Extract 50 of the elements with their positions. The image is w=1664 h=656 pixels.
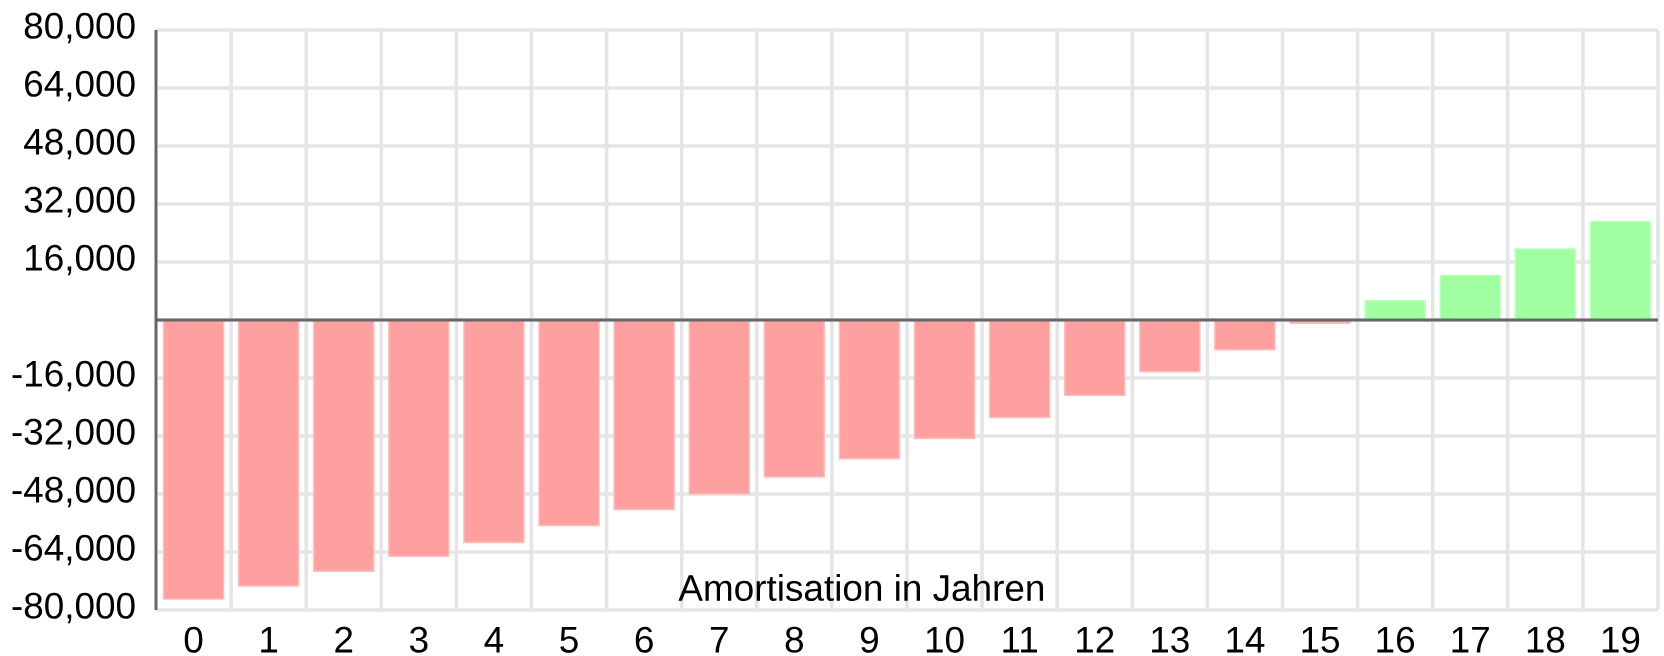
y-tick-label: -48,000 bbox=[12, 476, 135, 508]
x-tick-label: 7 bbox=[710, 627, 728, 653]
x-tick-label: 6 bbox=[635, 626, 653, 653]
bar bbox=[1063, 319, 1126, 397]
bar bbox=[838, 319, 901, 460]
x-tick-label: 11 bbox=[1003, 627, 1037, 653]
x-tick-label: 9 bbox=[860, 626, 878, 653]
x-tick-label: 19 bbox=[1602, 626, 1640, 653]
bar bbox=[1139, 319, 1201, 373]
x-tick-label: 4 bbox=[484, 627, 504, 653]
y-tick-label: -16,000 bbox=[12, 360, 135, 392]
bar bbox=[162, 319, 225, 600]
x-tick-label: 8 bbox=[785, 626, 803, 653]
x-axis-title: Amortisation in Jahren bbox=[678, 573, 1044, 602]
y-tick-label: 80,000 bbox=[24, 12, 135, 44]
y-tick-label: -80,000 bbox=[12, 592, 135, 624]
bar bbox=[463, 319, 525, 544]
x-tick-label: 12 bbox=[1077, 626, 1114, 653]
bar bbox=[688, 319, 750, 495]
y-tick-label: -64,000 bbox=[12, 534, 135, 566]
bar bbox=[538, 319, 600, 527]
y-tick-label: 16,000 bbox=[26, 244, 135, 276]
x-tick-label: 10 bbox=[926, 626, 964, 653]
y-tick-label: 48,000 bbox=[24, 128, 135, 160]
bar bbox=[763, 319, 826, 478]
y-tick-label: -32,000 bbox=[12, 418, 135, 450]
x-tick-label: 3 bbox=[409, 626, 428, 653]
bar bbox=[1364, 300, 1426, 321]
bar bbox=[913, 319, 976, 440]
bar bbox=[1214, 319, 1276, 351]
x-tick-label: 1 bbox=[261, 627, 278, 653]
x-tick-label: 0 bbox=[184, 626, 203, 653]
y-tick-label: 32,000 bbox=[24, 186, 135, 218]
bar bbox=[1439, 274, 1501, 321]
bar bbox=[388, 319, 450, 558]
x-tick-label: 14 bbox=[1227, 627, 1265, 653]
x-tick-label: 5 bbox=[560, 627, 578, 653]
bar bbox=[1589, 220, 1652, 321]
x-tick-label: 18 bbox=[1527, 626, 1565, 653]
bar bbox=[237, 319, 300, 587]
x-tick-label: 13 bbox=[1152, 626, 1189, 653]
bar bbox=[988, 319, 1051, 419]
bar bbox=[313, 319, 375, 572]
bar bbox=[613, 319, 675, 511]
x-tick-label: 15 bbox=[1302, 627, 1339, 653]
y-tick-label: 64,000 bbox=[25, 70, 135, 102]
bar bbox=[1514, 248, 1577, 321]
x-tick-label: 16 bbox=[1377, 626, 1415, 653]
x-tick-label: 17 bbox=[1452, 627, 1489, 653]
x-tick-label: 2 bbox=[335, 626, 353, 653]
